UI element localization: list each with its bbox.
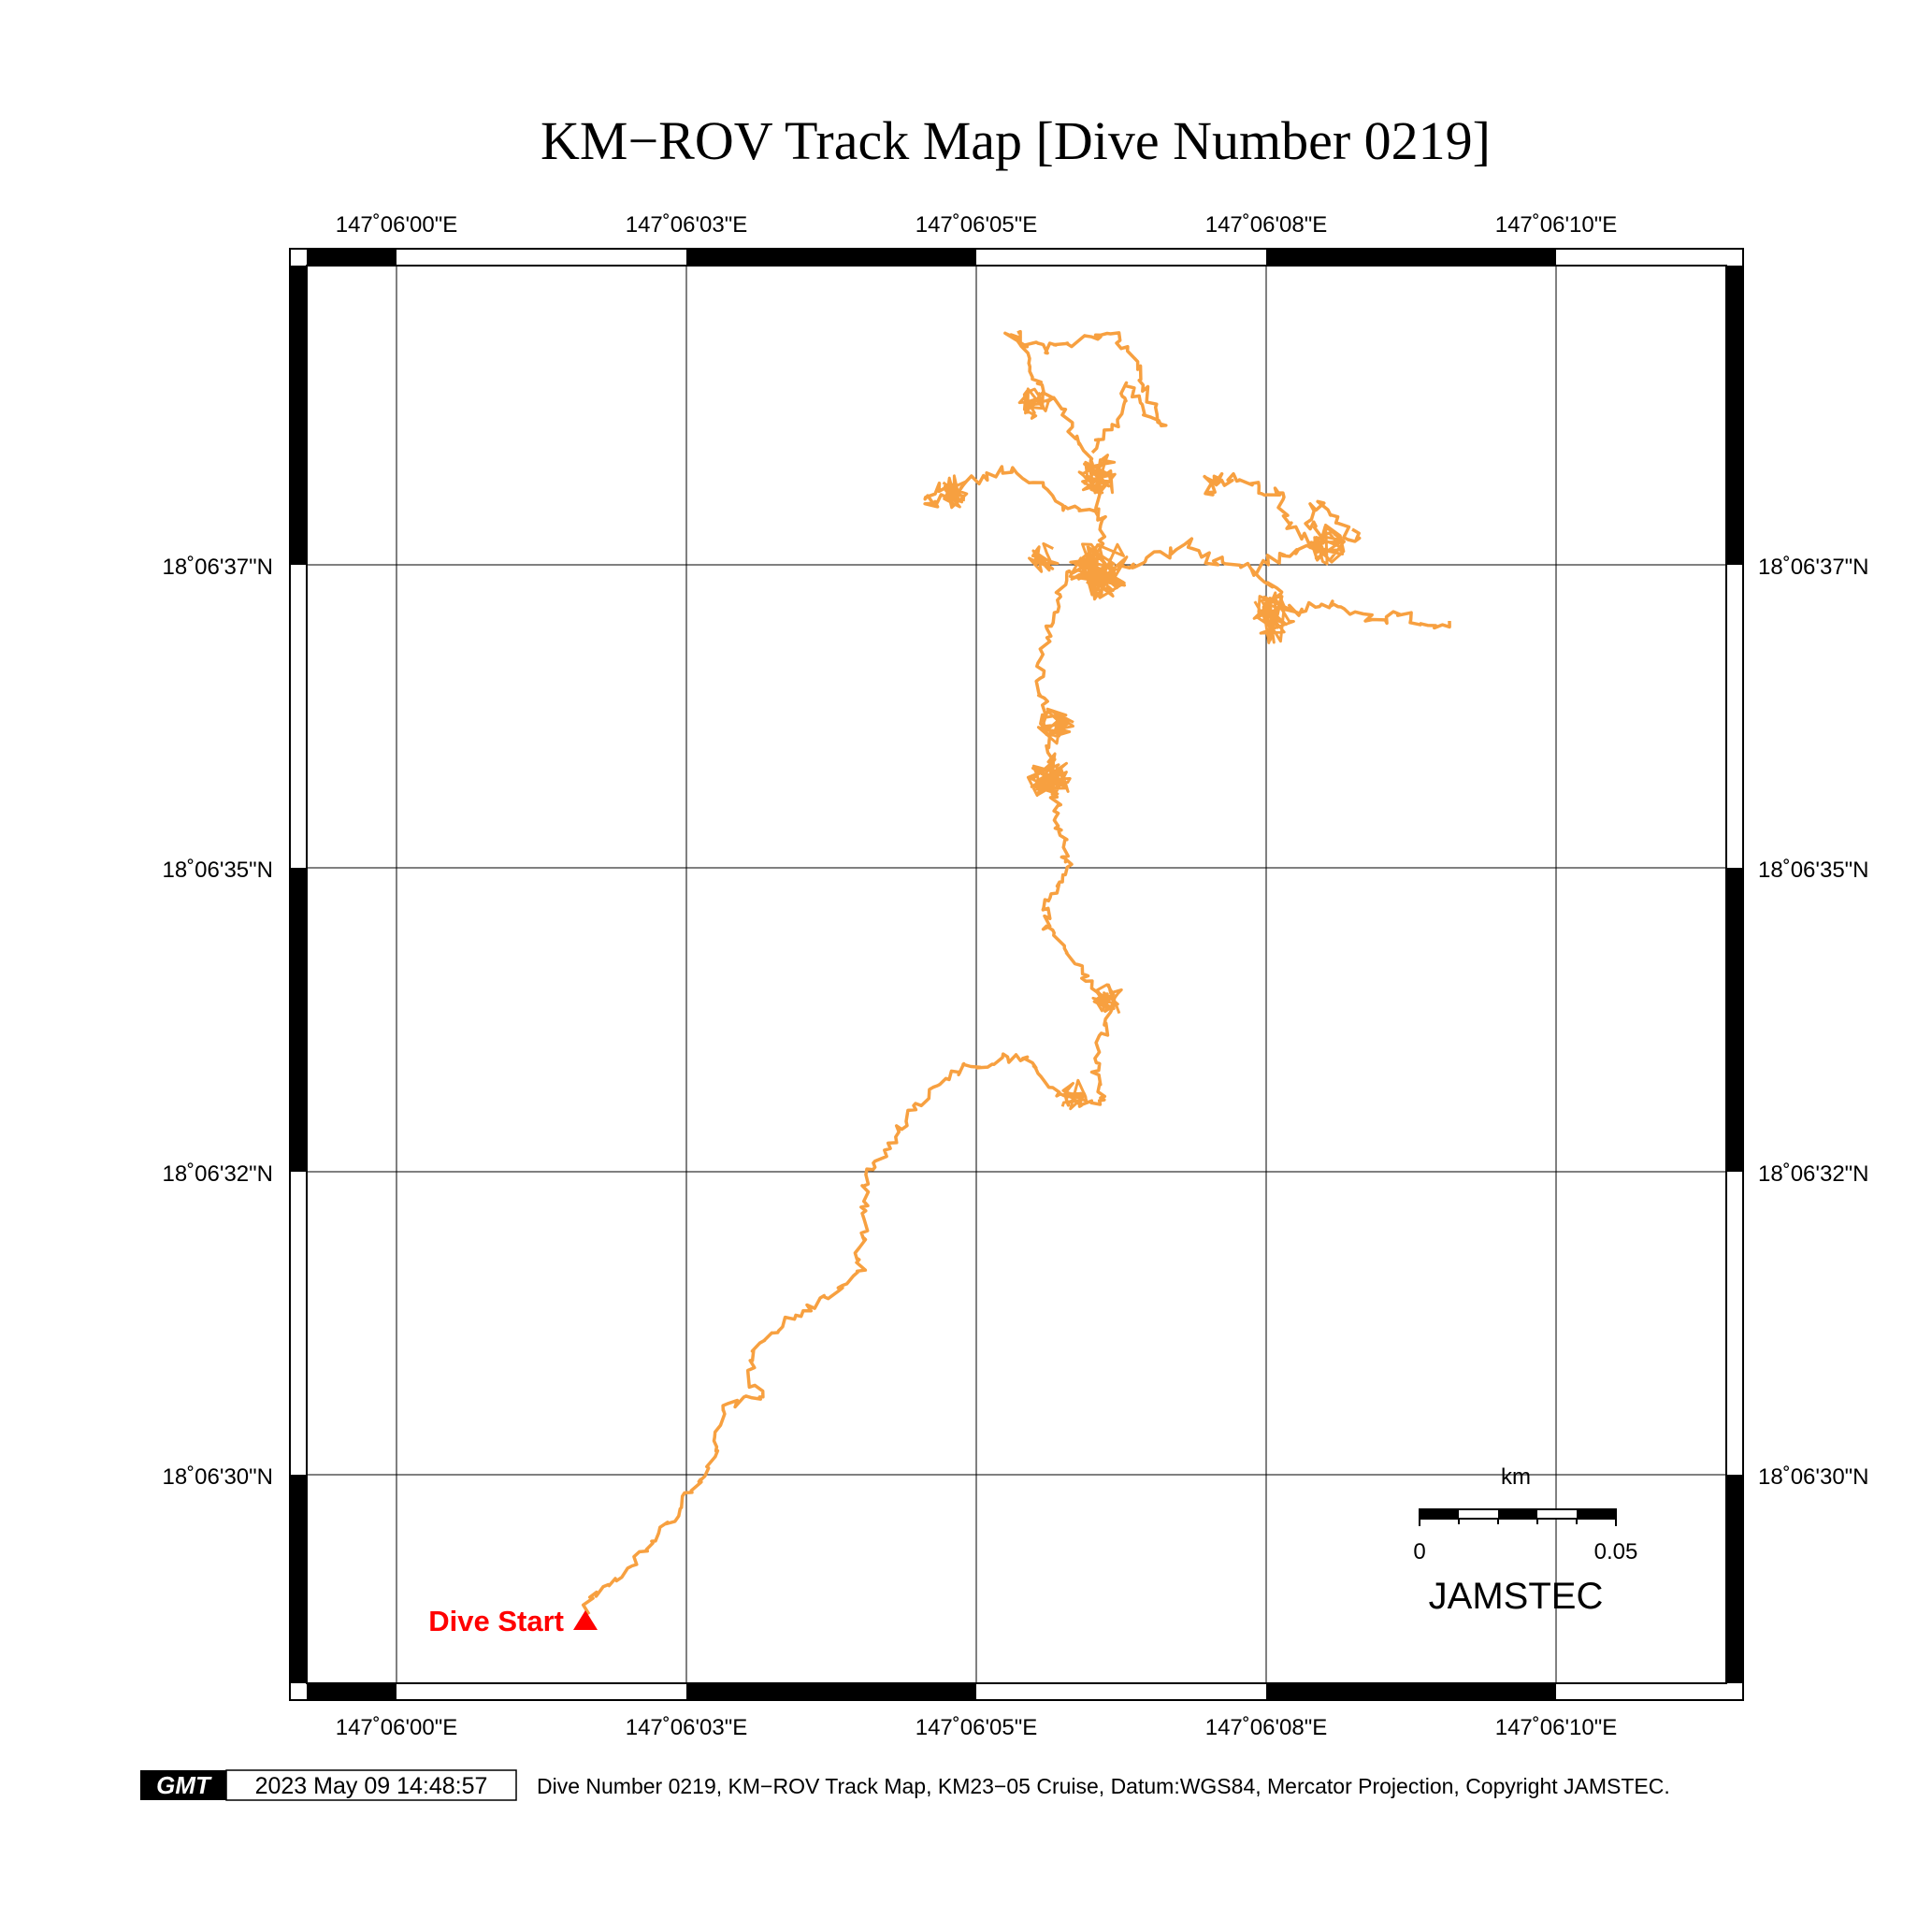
frame-segment-bottom: [686, 1683, 976, 1700]
frame-segment-bottom: [1266, 1683, 1556, 1700]
frame-segment-bottom: [307, 1683, 396, 1700]
track-cluster: [1017, 387, 1051, 420]
track-cluster: [942, 474, 969, 510]
frame-segment-left: [290, 1475, 307, 1683]
lat-tick-left-0: 18˚06'37"N: [162, 555, 273, 580]
timestamp: 2023 May 09 14:48:57: [255, 1773, 488, 1799]
frame-segment-top: [1266, 249, 1556, 266]
org-label: JAMSTEC: [1429, 1576, 1604, 1617]
footer-caption: Dive Number 0219, KM−ROV Track Map, KM23…: [537, 1774, 1670, 1798]
track-cluster: [1077, 454, 1117, 496]
track-cluster: [1306, 523, 1346, 566]
gmt-logo-bg: [140, 1770, 226, 1800]
lat-tick-right-1: 18˚06'35"N: [1758, 858, 1869, 883]
lat-tick-left-2: 18˚06'32"N: [162, 1161, 273, 1187]
track-branch: [1203, 471, 1319, 550]
lon-tick-bottom-4: 147˚06'10"E: [1495, 1715, 1618, 1740]
lat-tick-right-0: 18˚06'37"N: [1758, 555, 1869, 580]
scale-max-label: 0.05: [1594, 1539, 1638, 1564]
lon-tick-top-2: 147˚06'05"E: [916, 212, 1038, 238]
gmt-logo: GMT: [156, 1771, 212, 1799]
lon-tick-bottom-0: 147˚06'00"E: [336, 1715, 458, 1740]
frame-segment-right: [1726, 266, 1743, 565]
timestamp-box: [225, 1769, 517, 1801]
lat-tick-right-3: 18˚06'30"N: [1758, 1464, 1869, 1490]
track-cluster: [1036, 707, 1074, 745]
map-area: [306, 265, 1727, 1684]
rov-track: [581, 329, 1451, 1616]
track-main: [581, 329, 1116, 1616]
dive-start-label: Dive Start: [428, 1605, 564, 1637]
track-branch: [1254, 499, 1362, 576]
track-branch: [923, 465, 1100, 518]
scale-min-label: 0: [1413, 1539, 1425, 1564]
footer: GMT 2023 May 09 14:48:57 Dive Number 021…: [140, 1769, 1670, 1801]
lon-tick-bottom-2: 147˚06'05"E: [916, 1715, 1038, 1740]
lon-tick-top-1: 147˚06'03"E: [626, 212, 748, 238]
map-title: KM−ROV Track Map [Dive Number 0219]: [541, 110, 1491, 171]
lat-tick-left-3: 18˚06'30"N: [162, 1464, 273, 1490]
frame-segment-top: [307, 249, 396, 266]
lon-tick-bottom-1: 147˚06'03"E: [626, 1715, 748, 1740]
lon-tick-top-0: 147˚06'00"E: [336, 212, 458, 238]
track-branch: [1003, 331, 1168, 454]
lat-tick-right-2: 18˚06'32"N: [1758, 1161, 1869, 1187]
scale-unit: km: [1501, 1464, 1531, 1490]
scale-bar: km 0 0.05: [1413, 1464, 1637, 1564]
lon-tick-top-4: 147˚06'10"E: [1495, 212, 1618, 238]
track-cluster: [1091, 983, 1123, 1015]
lat-tick-left-1: 18˚06'35"N: [162, 858, 273, 883]
frame-segment-right: [1726, 1475, 1743, 1683]
frame-segment-right: [1726, 868, 1743, 1172]
lon-tick-bottom-3: 147˚06'08"E: [1205, 1715, 1328, 1740]
track-cluster: [1060, 1078, 1089, 1111]
track-cluster: [1068, 542, 1129, 601]
frame-segment-top: [686, 249, 976, 266]
graticule: [307, 266, 1726, 1683]
map-frame: [289, 248, 1744, 1701]
frame-segment-left: [290, 266, 307, 565]
track-cluster: [1026, 752, 1072, 798]
track-cluster: [1028, 541, 1060, 573]
track-cluster: [1252, 591, 1301, 644]
lon-tick-top-3: 147˚06'08"E: [1205, 212, 1328, 238]
frame-segment-left: [290, 868, 307, 1172]
dive-start-marker: [573, 1610, 598, 1630]
